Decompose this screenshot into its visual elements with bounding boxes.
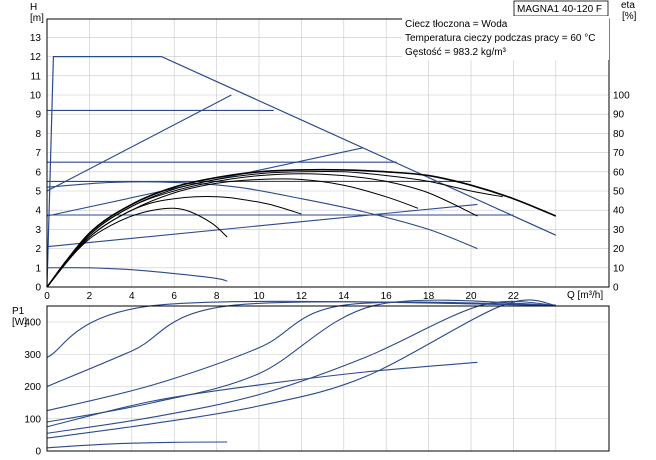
power-curve-line [46,441,228,449]
head-axis-unit: [m] [30,13,44,24]
power-y-tick-label: 100 [24,414,41,425]
y2-tick-label: 20 [613,244,625,255]
y-tick-label: 6 [35,167,41,178]
head-curve-line [46,207,228,288]
y-tick-label: 8 [35,129,41,140]
y-tick-label: 1 [35,263,41,274]
x-tick-label: 2 [87,291,93,302]
power-y-tick-label: 0 [35,447,41,458]
x-tick-label: 4 [129,291,135,302]
head-curve-line [46,168,557,288]
x-tick-label: 16 [381,291,393,302]
x-tick-label: 14 [338,291,350,302]
power-y-tick-label: 400 [24,318,41,329]
y-tick-label: 5 [35,187,41,198]
x-tick-label: 12 [296,291,308,302]
y-tick-label: 7 [35,148,41,159]
y-tick-label: 10 [30,91,42,102]
power-chart-ticks: 0 100 200 300 400 [24,318,41,458]
eta-axis-unit: [%] [622,11,637,22]
y-tick-label: 13 [30,33,42,44]
y2-tick-label: 80 [613,129,625,140]
power-curve-line [46,361,478,428]
fluid-info-density: Gęstość = 983.2 kg/m³ [405,47,507,58]
y-tick-label: 4 [35,206,41,217]
x-tick-label: 22 [508,291,520,302]
y-tick-label: 11 [31,71,42,82]
power-curve-line [46,300,556,434]
y2-tick-label: 100 [613,91,630,102]
power-curve-line [46,299,556,423]
eta-axis-label: eta [621,0,635,11]
x-tick-label: 18 [423,291,435,302]
fluid-info-temperature: Temperatura cieczy podczas pracy = 60 °C [405,33,595,44]
power-axis-label: P1 [12,306,25,317]
y2-tick-label: 0 [613,283,619,294]
system-curve-line [46,94,232,192]
head-curve-line [46,170,503,288]
power-chart-series [46,299,556,449]
efficiency-curve-line [46,181,478,250]
efficiency-curve-line [46,267,228,282]
power-curve-line [46,301,556,388]
flow-axis-label: Q [m³/h] [567,290,603,301]
y2-tick-label: 70 [613,148,625,159]
y2-tick-label: 30 [613,225,625,236]
head-axis-label: H [30,2,37,13]
y2-tick-label: 10 [613,263,625,274]
y2-tick-label: 50 [613,187,625,198]
power-y-tick-label: 200 [24,382,41,393]
power-curve-line [46,299,556,439]
y-tick-label: 0 [35,283,41,294]
x-tick-label: 8 [214,291,220,302]
y-tick-label: 2 [35,244,41,255]
y-tick-label: 3 [35,225,41,236]
y2-tick-label: 90 [613,110,625,121]
head-chart-ticks: 0 2 4 6 8 10 12 14 16 18 20 22012345678910111213010… [30,33,630,302]
fluid-info-liquid: Ciecz tłoczona = Woda [405,19,508,30]
y-tick-label: 12 [30,52,42,63]
power-curve-line [46,301,556,412]
fluid-info-box [402,16,609,60]
head-curve-line [46,178,419,288]
power-chart-frame [46,305,610,452]
power-axis-unit: [W] [12,317,27,328]
x-tick-label: 0 [44,291,50,302]
y-tick-label: 9 [35,110,41,121]
x-tick-label: 20 [465,291,477,302]
head-max-envelope-line [46,56,557,288]
x-tick-label: 10 [253,291,265,302]
system-curve-line [46,203,478,248]
chart-title: MAGNA1 40-120 F [517,4,602,15]
y2-tick-label: 60 [613,167,625,178]
power-y-tick-label: 300 [24,350,41,361]
head-chart-frame [46,18,610,288]
head-chart-series [46,56,557,288]
x-tick-label: 6 [171,291,177,302]
power-chart-grid [46,306,609,452]
y2-tick-label: 40 [613,206,625,217]
